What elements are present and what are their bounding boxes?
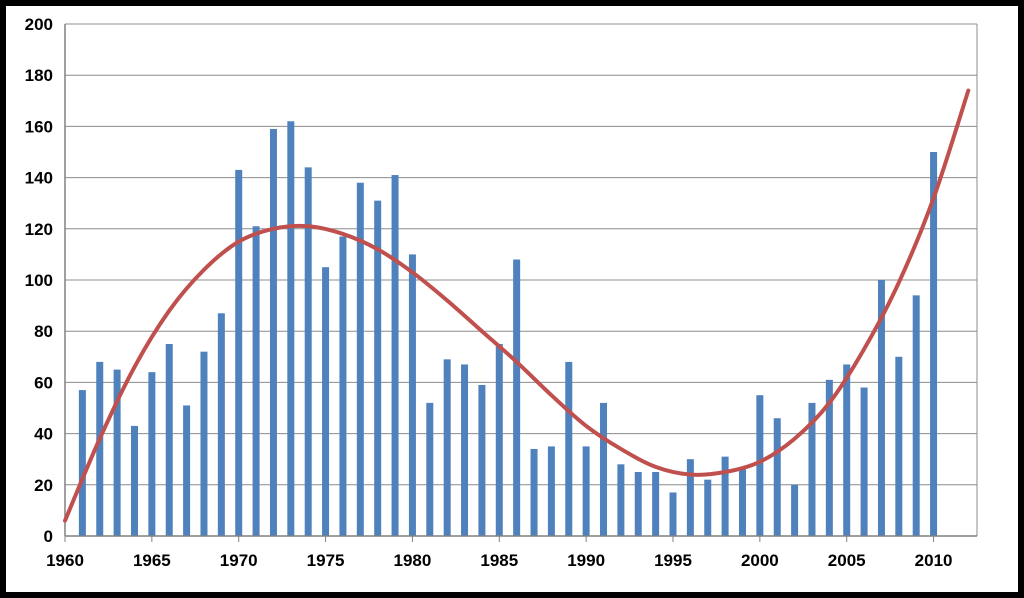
bar-1976	[339, 236, 347, 537]
bar-2007	[877, 280, 885, 536]
bar-1984	[478, 384, 486, 536]
bar-1987	[530, 448, 538, 536]
bar-2006	[860, 387, 868, 536]
y-tick-label: 80	[34, 322, 53, 341]
bar-1980	[408, 254, 416, 536]
x-tick-label: 1965	[133, 551, 171, 570]
y-tick-label: 140	[25, 169, 53, 188]
bar-2002	[791, 484, 799, 536]
bar-2001	[773, 418, 781, 536]
trendline	[63, 88, 971, 523]
bar-1995	[669, 492, 677, 536]
y-tick-label: 180	[25, 66, 53, 85]
bar-1985	[495, 344, 503, 536]
bar-1992	[617, 464, 625, 536]
bar-1963	[113, 369, 121, 536]
y-tick-label: 200	[25, 15, 53, 34]
bar-1986	[513, 259, 521, 536]
x-tick-label: 1960	[46, 551, 84, 570]
bar-2010	[930, 152, 938, 536]
bar-1988	[547, 446, 555, 536]
y-tick-label: 100	[25, 271, 53, 290]
bar-2008	[895, 356, 903, 536]
bar-1991	[600, 402, 608, 536]
bar-1997	[704, 479, 712, 536]
y-tick-label: 160	[25, 117, 53, 136]
x-tick-label: 1975	[307, 551, 345, 570]
bar-chart: 0 20 40 60 80 100 120 140 160 180 200 1960 1965 1970 1…	[25, 15, 978, 570]
gridlines	[65, 23, 977, 486]
bar-1962	[96, 361, 104, 536]
bar-1966	[165, 344, 173, 536]
bar-1994	[652, 472, 660, 536]
bar-1970	[235, 169, 243, 537]
bar-1961	[78, 390, 86, 536]
bar-1981	[426, 402, 434, 536]
bar-1974	[304, 167, 312, 537]
bar-1967	[183, 405, 191, 536]
y-tick-label: 120	[25, 220, 53, 239]
x-tick-label: 2010	[915, 551, 953, 570]
bar-1983	[461, 364, 469, 536]
bar-2000	[756, 395, 764, 536]
bar-2005	[843, 364, 851, 536]
bar-1969	[217, 313, 225, 536]
y-tick-label: 40	[34, 425, 53, 444]
bar-1968	[200, 351, 208, 536]
y-tick-label: 60	[34, 373, 53, 392]
y-tick-label: 0	[44, 527, 53, 546]
x-tick-label: 2000	[741, 551, 779, 570]
trendline-layer	[63, 88, 971, 523]
bar-1979	[391, 175, 399, 537]
x-tick-label: 1990	[567, 551, 605, 570]
x-tick-label: 1970	[220, 551, 258, 570]
bar-2003	[808, 402, 816, 536]
bar-1990	[582, 446, 590, 536]
bar-1999	[738, 469, 746, 536]
bars	[78, 121, 938, 537]
x-tick-label: 1985	[480, 551, 518, 570]
bar-1978	[374, 200, 382, 536]
y-tick-label: 20	[34, 476, 53, 495]
bar-1996	[686, 459, 694, 536]
axes	[64, 24, 978, 542]
bar-1965	[148, 372, 156, 536]
bar-1993	[634, 472, 642, 536]
bar-1973	[287, 121, 295, 536]
bar-1982	[443, 359, 451, 536]
bar-1972	[269, 128, 277, 536]
x-tick-label: 2005	[828, 551, 866, 570]
bar-2009	[912, 295, 920, 536]
bar-1989	[565, 361, 573, 536]
chart-frame: 0 20 40 60 80 100 120 140 160 180 200 1960 1965 1970 1…	[6, 6, 1018, 592]
bar-1977	[356, 182, 364, 536]
bar-1975	[322, 267, 330, 536]
tick-labels: 0 20 40 60 80 100 120 140 160 180 200 1960 1965 1970 1…	[25, 15, 953, 570]
bar-1964	[130, 425, 138, 536]
bar-1971	[252, 226, 260, 537]
x-tick-label: 1995	[654, 551, 692, 570]
bar-1998	[721, 456, 729, 536]
bar-2004	[825, 379, 833, 536]
x-tick-label: 1980	[394, 551, 432, 570]
